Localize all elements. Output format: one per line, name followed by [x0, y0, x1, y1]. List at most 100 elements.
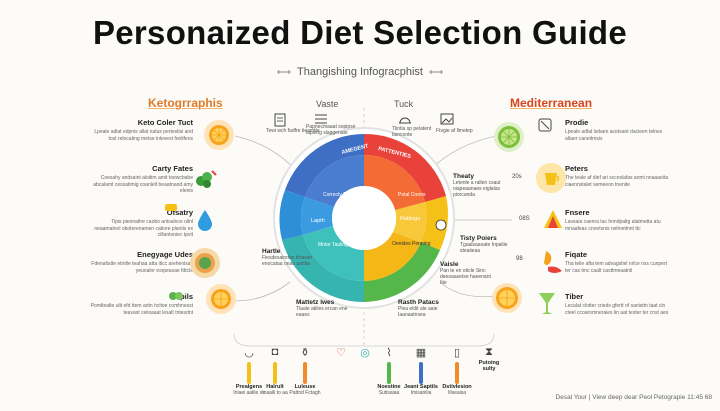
wheel-segment-red-outer	[364, 133, 446, 202]
side-mini-1: Theaty Letenle a rallen csaut oiapeaanaes…	[453, 173, 509, 198]
mediterranean-header: Mediterranean	[510, 96, 593, 110]
right-item-2-desc: The teale af dief ari scceslafas anmi nn…	[565, 175, 669, 188]
right-item-3-title: Fnsere	[565, 208, 590, 217]
carrot-icon: ⌇	[386, 347, 392, 359]
right-item-4-title: Fiqate	[565, 250, 588, 259]
side-mini-5-desc: Tlaale atiiles ercan ene eaaes	[296, 306, 348, 318]
side-mini-4-desc: Fiesdesaindan tirtasan enocataa onas aar…	[262, 255, 313, 267]
wheel-segment-blue2-inner	[300, 197, 334, 235]
water-drop-icon	[190, 205, 220, 235]
bottom-item-9: ⧗ Putoing sulty	[472, 346, 506, 372]
bottom-item-3-sub: Pattnd Fctagh	[289, 390, 321, 396]
mid-label-right: Tuck	[394, 99, 414, 109]
side-mini-5: Mattetz lwes Tlaale atiiles ercan ene eaa…	[296, 299, 352, 318]
wheel-center	[332, 186, 396, 250]
left-item-1-desc: Lpeale adlat edpnis allat natus pertesti…	[94, 129, 193, 142]
wheel-segment-teal-inner	[303, 226, 364, 282]
citrus-icon	[206, 284, 236, 314]
left-item-1-title: Keto Coler Tuct	[137, 118, 193, 127]
document-icon	[274, 113, 286, 130]
side-mini-1-title: Theaty	[453, 173, 474, 180]
bottom-item-6: ⌇ Noestine Sutisaiaa	[372, 346, 406, 396]
wheel-inner-label-5: Rattings	[400, 216, 420, 222]
right-item-2: Peters The teale af dief ari scceslafas …	[565, 164, 670, 188]
right-item-4: Fiqate Tha teile afta tem advagstiel nrl…	[565, 250, 670, 274]
bottom-item-2-label: Halrult	[266, 384, 284, 390]
list-icon	[314, 113, 328, 128]
right-item-2-title: Peters	[565, 164, 588, 173]
heart-icon: ♡	[336, 347, 346, 359]
top-mini-3: Tlintia sp pelatent bsnconte	[392, 126, 448, 138]
side-mini-4-title: Hartle	[262, 248, 281, 255]
right-item-1-desc: Lpeale adlat lsdaen acetsant dacieen tel…	[565, 129, 663, 142]
lime-slice-icon	[494, 122, 524, 152]
left-item-3-title: Ofsatry	[166, 208, 193, 217]
image-icon	[440, 113, 454, 128]
right-item-5-desc: Lecalat clotter crieds gfertt of sanistt…	[565, 303, 669, 316]
wheel-segment-blue2-outer	[279, 190, 305, 240]
right-item-5-title: Tiber	[565, 292, 584, 301]
wheel-segment-gold-inner	[364, 232, 421, 281]
right-item-3: Fnsere Lavsaia caenra tac hnndpaltg alat…	[565, 208, 670, 232]
bottom-item-1-sub: Iniaei aalile ss	[233, 390, 265, 396]
subtitle-text: Thangishing Infogracphist	[297, 66, 423, 78]
side-mini-2-title: Tisty Poiers	[460, 235, 497, 242]
side-mini-6-title: Rasth Patacs	[398, 299, 439, 306]
mid-label-left: Vaste	[316, 99, 339, 109]
side-mini-6-desc: Plea eldit ale aaie Iaanaatnsea	[398, 306, 438, 318]
side-mini-2-desc: Tgaalsaaoate Inpaliie steaiieaa	[460, 242, 508, 254]
arrow-right-icon: ⟷	[428, 67, 444, 78]
bottom-item-1-bar	[247, 362, 251, 384]
bowl-icon: ◡	[244, 347, 254, 359]
wheel-segment-blue-inner	[305, 155, 364, 207]
orange-slice-icon	[204, 120, 234, 150]
bottom-item-2-bar	[273, 362, 277, 384]
herbs-icon	[190, 165, 220, 195]
bottom-item-7-bar	[419, 362, 423, 384]
bottom-item-9-label: Putoing sulty	[478, 360, 500, 372]
left-item-2-title: Carty Fates	[152, 164, 193, 173]
side-mini-3-title: Vaisle	[440, 261, 459, 268]
bag-icon: ◘	[271, 346, 279, 358]
badge-08s: 08S	[519, 216, 530, 222]
left-item-3-desc: Tipis pieonaltre caobo antsalnce oilnl n…	[94, 219, 193, 238]
bottom-item-2-sub: Inaaili to aa	[262, 390, 288, 396]
top-mini-2: Papnecmaaat sopipse lapsiog slaggenate	[306, 124, 362, 136]
bottom-item-7: ▦ Jeant Saptils Imisanilia	[404, 346, 438, 396]
bottle-icon: ⚱	[300, 347, 310, 359]
jar-icon: ▯	[453, 347, 461, 359]
right-item-3-desc: Lavsaia caenra tac hnndpaltg alatmetta a…	[565, 219, 661, 232]
bottom-item-6-label: Noestine	[377, 384, 401, 390]
keto-header: Ketogrraphis	[148, 96, 223, 110]
side-mini-1-desc: Letenle a rallen csaut oiapeaanaes eigla…	[453, 180, 501, 198]
side-mini-3: Vaisle Pan te en oticle Sinc deeoaasetse …	[440, 261, 496, 286]
bottom-item-8-label: Dstivlesion	[442, 384, 472, 390]
wheel-inner-label-2: Lapth	[311, 218, 325, 224]
wheel-segment-blue-outer	[285, 134, 364, 197]
wheel-segment-yellow-inner	[393, 202, 427, 242]
bottom-item-2: ◘ Halrult Inaaili to aa	[258, 346, 292, 396]
sprout-icon	[168, 290, 184, 305]
right-item-1-title: Prodie	[565, 118, 589, 127]
top-mini-1-desc: Tewi wch fadfre tieamtte	[266, 128, 320, 134]
wheel-inner-label-1: Correcty Fulnes	[323, 192, 359, 198]
top-mini-2-desc: Papnecmaaat sopipse lapsiog slaggenate	[306, 124, 356, 136]
top-mini-1: Tewi wch fadfre tieamtte	[266, 128, 322, 134]
hourglass-icon: ⧗	[485, 346, 493, 358]
left-item-1: Keto Coler Tuct Lpeale adlat edpnis alla…	[88, 118, 193, 142]
footer-text: Desal Your | View deep dear Peol Petogra…	[555, 394, 712, 401]
bottom-item-6-sub: Sutisaiaa	[378, 390, 400, 396]
no-sugar-icon	[538, 118, 552, 135]
bottom-item-8-bar	[455, 362, 459, 384]
orange-half-icon	[492, 283, 522, 313]
peppers-icon	[538, 246, 568, 276]
left-item-4: Enegyage Udes Fdenaltstte etnitle teahaa…	[88, 250, 193, 274]
arrow-left-icon: ⟷	[276, 67, 292, 78]
bottom-item-3-bar	[303, 362, 307, 384]
bottom-item-8-sub: Iilseaisa	[447, 390, 467, 396]
bottom-item-4: ♡	[324, 346, 358, 360]
side-mini-4: Hartle Fiesdesaindan tirtasan enocataa on…	[262, 248, 318, 267]
wheel-segment-teal-outer	[282, 235, 364, 303]
top-mini-3-desc: Tlintia sp pelatent bsnconte	[392, 126, 432, 138]
